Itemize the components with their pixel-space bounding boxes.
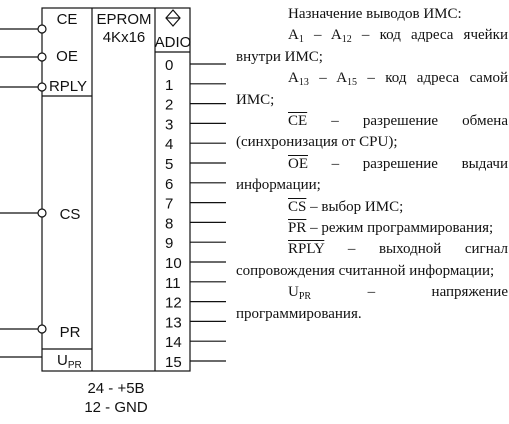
chip-size: 4Kx16 — [103, 29, 146, 46]
left-pins: CE OE RPLY CS PR UPR — [0, 11, 87, 371]
pin-ce-label: CE — [57, 11, 78, 28]
pin-pr-inversion-bubble — [37, 324, 47, 334]
chip-name: EPROM — [96, 11, 151, 28]
pr-symbol: PR — [288, 220, 307, 237]
pin-rply-label: RPLY — [49, 78, 87, 95]
u-main: U — [288, 284, 299, 301]
pin-upr-label: UPR — [57, 352, 82, 371]
pin-cs-inversion-bubble — [37, 208, 47, 218]
data-pin-12-label: 12 — [165, 295, 182, 312]
upr-sub: PR — [298, 291, 312, 303]
oe-text: – разрешение выдачи информации; — [236, 155, 508, 194]
data-pin-6-label: 6 — [165, 176, 173, 193]
description-oe: OE – разрешение выдачи информации; — [236, 154, 508, 197]
address-low-text: – код адреса ячейки внутри ИМС; — [236, 27, 508, 65]
bidirectional-icon — [165, 9, 181, 27]
description-upr: UPR – напряжение программирования. — [236, 282, 508, 325]
a-main-1: A — [288, 27, 299, 44]
pin-pr-label: PR — [60, 324, 81, 341]
data-pin-15-label: 15 — [165, 354, 182, 371]
pin-ce-inversion-bubble — [37, 24, 47, 34]
cs-symbol: CS — [288, 198, 307, 215]
a1-sub: 1 — [298, 34, 304, 46]
pin-oe-inversion-bubble — [37, 52, 47, 62]
data-pin-9-label: 9 — [165, 235, 173, 252]
data-pins-header: ADIO — [155, 34, 192, 51]
upr-text: – напряжение программирования. — [236, 284, 508, 322]
power-pin-note: 24 - +5В — [87, 380, 144, 397]
data-pin-10-label: 10 — [165, 255, 182, 272]
pin-rply-inversion-bubble — [37, 82, 47, 92]
cs-text: – выбор ИМС; — [306, 198, 404, 215]
description-pr: PR – режим программирования; — [236, 218, 508, 239]
data-pin-0-label: 0 — [165, 57, 173, 74]
rply-text: – выходной сигнал сопровождения считанно… — [236, 241, 508, 279]
a15-sub: 15 — [347, 77, 358, 89]
oe-symbol: OE — [288, 155, 308, 172]
data-pin-13-label: 13 — [165, 314, 182, 331]
data-pin-11-label: 11 — [165, 275, 181, 292]
a-dash-2: – A — [308, 70, 348, 87]
pr-text: – режим программирования; — [306, 220, 494, 237]
description-title: Назначение выводов ИМС: — [288, 6, 462, 22]
a-main-2: A — [288, 70, 299, 87]
description-cs: CS – выбор ИМС; — [236, 197, 508, 218]
data-pin-2-label: 2 — [165, 97, 173, 114]
pin-upr-label-main: U — [57, 352, 68, 369]
a12-sub: 12 — [341, 34, 352, 46]
data-pin-4-label: 4 — [165, 136, 173, 153]
ce-text: – разрешение обмена (синхронизация от CP… — [236, 113, 508, 151]
pin-oe-label: OE — [56, 48, 78, 65]
data-pin-1-label: 1 — [165, 77, 173, 94]
data-pin-7-label: 7 — [165, 196, 173, 213]
pin-cs-label: CS — [60, 206, 81, 223]
description-ce: CE – разрешение обмена (синхронизация от… — [236, 111, 508, 154]
description-rply: RPLY – выходной сигнал сопровождения счи… — [236, 239, 508, 282]
chip-body — [41, 7, 191, 372]
data-pin-3-label: 3 — [165, 116, 173, 133]
description-address-low: A1 – A12 – код адреса ячейки внутри ИМС; — [236, 25, 508, 68]
pin-upr-label-sub: PR — [68, 360, 82, 371]
rply-symbol: RPLY — [288, 241, 325, 258]
a13-sub: 13 — [298, 77, 309, 89]
data-pin-8-label: 8 — [165, 215, 173, 232]
pin-description: Назначение выводов ИМС: A1 – A12 – код а… — [236, 4, 508, 325]
a-dash-1: – A — [303, 27, 342, 44]
data-pin-5-label: 5 — [165, 156, 173, 173]
address-high-text: – код адреса самой ИМС; — [236, 70, 508, 108]
ground-pin-note: 12 - GND — [84, 399, 148, 416]
data-pin-14-label: 14 — [165, 334, 182, 351]
description-address-high: A13 – A15 – код адреса самой ИМС; — [236, 68, 508, 111]
ce-symbol: CE — [288, 113, 308, 130]
